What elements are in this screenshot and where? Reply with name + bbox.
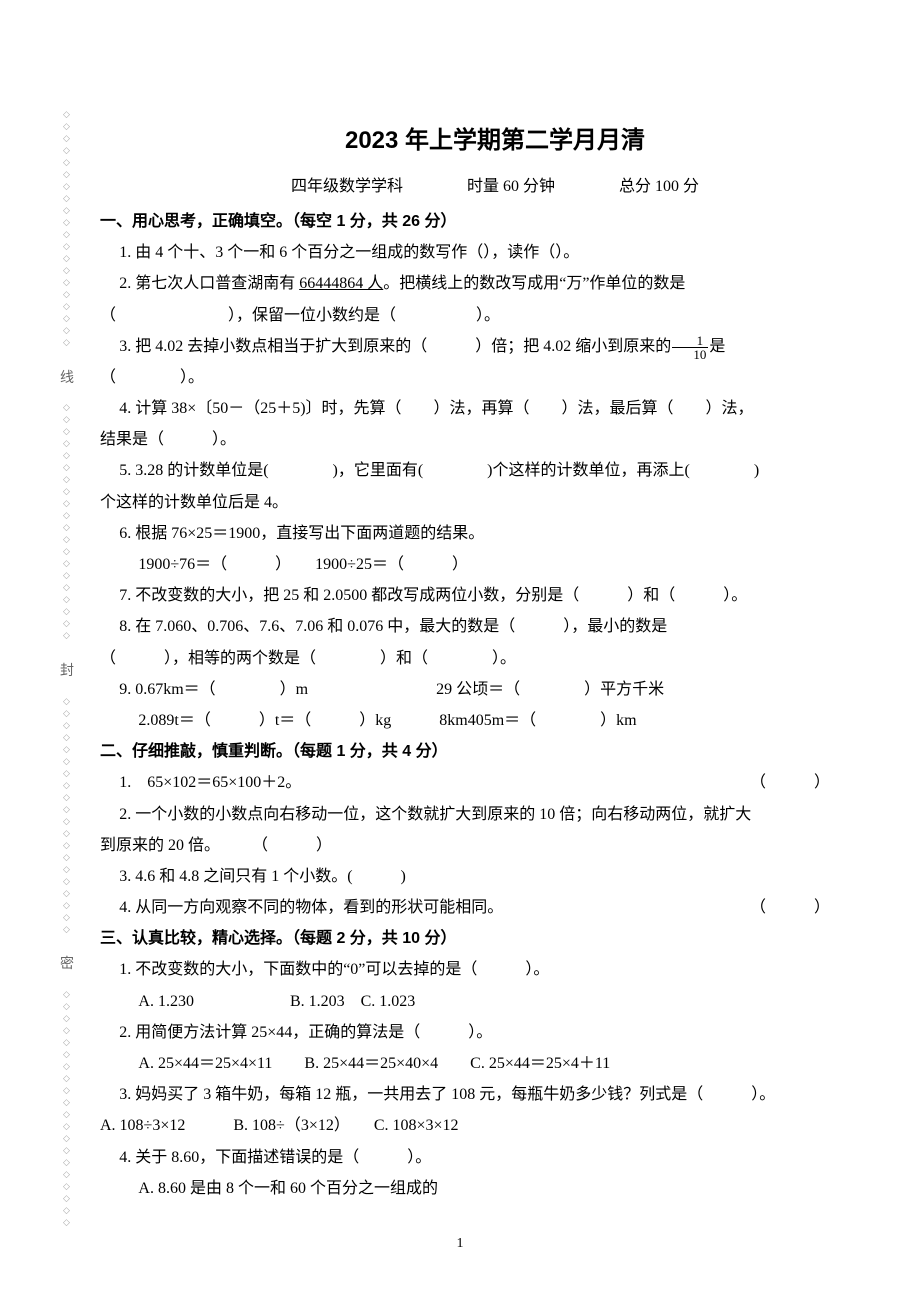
s1-q4-line2: 结果是（ ）。	[100, 424, 890, 455]
exam-subject: 四年级数学学科	[291, 178, 403, 195]
s2-q3: 3. 4.6 和 4.8 之间只有 1 个小数。( )	[100, 861, 890, 892]
binding-dots: ◇◇◇◇◇◇◇◇◇◇◇◇◇◇◇◇◇◇◇◇	[63, 697, 72, 937]
s1-q4-line1: 4. 计算 38×〔50－（25＋5)〕时，先算（ ）法，再算（ ）法，最后算（…	[100, 393, 890, 424]
exam-title: 2023 年上学期第二学月月清	[100, 118, 890, 165]
exam-subtitle: 四年级数学学科 时量 60 分钟 总分 100 分	[100, 171, 890, 202]
binding-strip: ◇◇◇◇◇◇◇◇◇◇◇◇◇◇◇◇◇◇◇◇ 线 ◇◇◇◇◇◇◇◇◇◇◇◇◇◇◇◇◇…	[52, 110, 82, 1230]
binding-char-line: 线	[60, 367, 74, 387]
s3-q3: 3. 妈妈买了 3 箱牛奶，每箱 12 瓶，一共用去了 108 元，每瓶牛奶多少…	[100, 1079, 890, 1110]
s1-q3-b: 是	[709, 338, 725, 355]
page: ◇◇◇◇◇◇◇◇◇◇◇◇◇◇◇◇◇◇◇◇ 线 ◇◇◇◇◇◇◇◇◇◇◇◇◇◇◇◇◇…	[0, 0, 920, 1302]
exam-total: 总分 100 分	[619, 178, 699, 195]
s3-q1-options: A. 1.230 B. 1.203 C. 1.023	[100, 986, 890, 1017]
s2-q1: 1. 65×102＝65×100＋2。 （ ）	[100, 767, 890, 798]
judge-blank: （ ）	[731, 892, 830, 923]
s2-q1-text: 1. 65×102＝65×100＋2。	[119, 774, 301, 791]
s1-q8-line2: （ ），相等的两个数是（ ）和（ ）。	[100, 643, 890, 674]
binding-char-seal: 封	[60, 660, 74, 680]
section-3-head: 三、认真比较，精心选择。（每题 2 分，共 10 分）	[100, 923, 890, 954]
s1-q6-line2: 1900÷76＝（ ） 1900÷25＝（ ）	[100, 549, 890, 580]
s1-q1: 1. 由 4 个十、3 个一和 6 个百分之一组成的数写作（），读作（）。	[100, 237, 890, 268]
s1-q5-line2: 个这样的计数单位后是 4。	[100, 487, 890, 518]
binding-dots: ◇◇◇◇◇◇◇◇◇◇◇◇◇◇◇◇◇◇◇◇	[63, 403, 72, 643]
frac-num: 1	[672, 334, 708, 348]
section-1-head: 一、用心思考，正确填空。（每空 1 分，共 26 分）	[100, 206, 890, 237]
s3-q3-options: A. 108÷3×12 B. 108÷（3×12） C. 108×3×12	[100, 1110, 890, 1141]
s1-q3-line2: （ ）。	[100, 362, 890, 393]
s1-q2-line2: （ ），保留一位小数约是（ ）。	[100, 300, 890, 331]
s1-q3-line1: 3. 把 4.02 去掉小数点相当于扩大到原来的（ ）倍；把 4.02 缩小到原…	[100, 331, 890, 362]
content-area: 2023 年上学期第二学月月清 四年级数学学科 时量 60 分钟 总分 100 …	[100, 118, 890, 1204]
fraction-icon: 110	[672, 334, 708, 361]
exam-time: 时量 60 分钟	[467, 178, 555, 195]
binding-dots: ◇◇◇◇◇◇◇◇◇◇◇◇◇◇◇◇◇◇◇◇	[63, 990, 72, 1230]
s1-q2-a: 2. 第七次人口普查湖南有	[119, 275, 299, 292]
s2-q4-text: 4. 从同一方向观察不同的物体，看到的形状可能相同。	[119, 899, 503, 916]
binding-dots: ◇◇◇◇◇◇◇◇◇◇◇◇◇◇◇◇◇◇◇◇	[63, 110, 72, 350]
section-2-head: 二、仔细推敲，慎重判断。（每题 1 分，共 4 分）	[100, 736, 890, 767]
s1-q8-line1: 8. 在 7.060、0.706、7.6、7.06 和 0.076 中，最大的数…	[100, 611, 890, 642]
page-number: 1	[0, 1236, 920, 1252]
s1-q9-line1: 9. 0.67km＝（ ）m 29 公顷＝（ ）平方千米	[100, 674, 890, 705]
s1-q6-line1: 6. 根据 76×25＝1900，直接写出下面两道题的结果。	[100, 518, 890, 549]
s1-q2-underline: 66444864 人	[299, 275, 383, 292]
s1-q2-b: 。把横线上的数改写成用“万”作单位的数是	[383, 275, 685, 292]
s3-q4-options: A. 8.60 是由 8 个一和 60 个百分之一组成的	[100, 1173, 890, 1204]
frac-den: 10	[672, 348, 708, 361]
s1-q9-line2: 2.089t＝（ ）t＝（ ）kg 8km405m＝（ ）km	[100, 705, 890, 736]
s2-q4: 4. 从同一方向观察不同的物体，看到的形状可能相同。 （ ）	[100, 892, 890, 923]
s3-q2: 2. 用简便方法计算 25×44，正确的算法是（ ）。	[100, 1017, 890, 1048]
s3-q4: 4. 关于 8.60，下面描述错误的是（ ）。	[100, 1142, 890, 1173]
s1-q2-line1: 2. 第七次人口普查湖南有 66444864 人。把横线上的数改写成用“万”作单…	[100, 268, 890, 299]
s1-q5-line1: 5. 3.28 的计数单位是( )，它里面有( )个这样的计数单位，再添上( )	[100, 455, 890, 486]
judge-blank: （ ）	[731, 767, 830, 798]
s2-q2-line2: 到原来的 20 倍。 （ ）	[100, 830, 890, 861]
s3-q2-options: A. 25×44＝25×4×11 B. 25×44＝25×40×4 C. 25×…	[100, 1048, 890, 1079]
s3-q1: 1. 不改变数的大小，下面数中的“0”可以去掉的是（ ）。	[100, 954, 890, 985]
binding-char-secret: 密	[60, 953, 74, 973]
s1-q7: 7. 不改变数的大小，把 25 和 2.0500 都改写成两位小数，分别是（ ）…	[100, 580, 890, 611]
s1-q3-a: 3. 把 4.02 去掉小数点相当于扩大到原来的（ ）倍；把 4.02 缩小到原…	[119, 338, 671, 355]
s2-q2-line1: 2. 一个小数的小数点向右移动一位，这个数就扩大到原来的 10 倍；向右移动两位…	[100, 799, 890, 830]
